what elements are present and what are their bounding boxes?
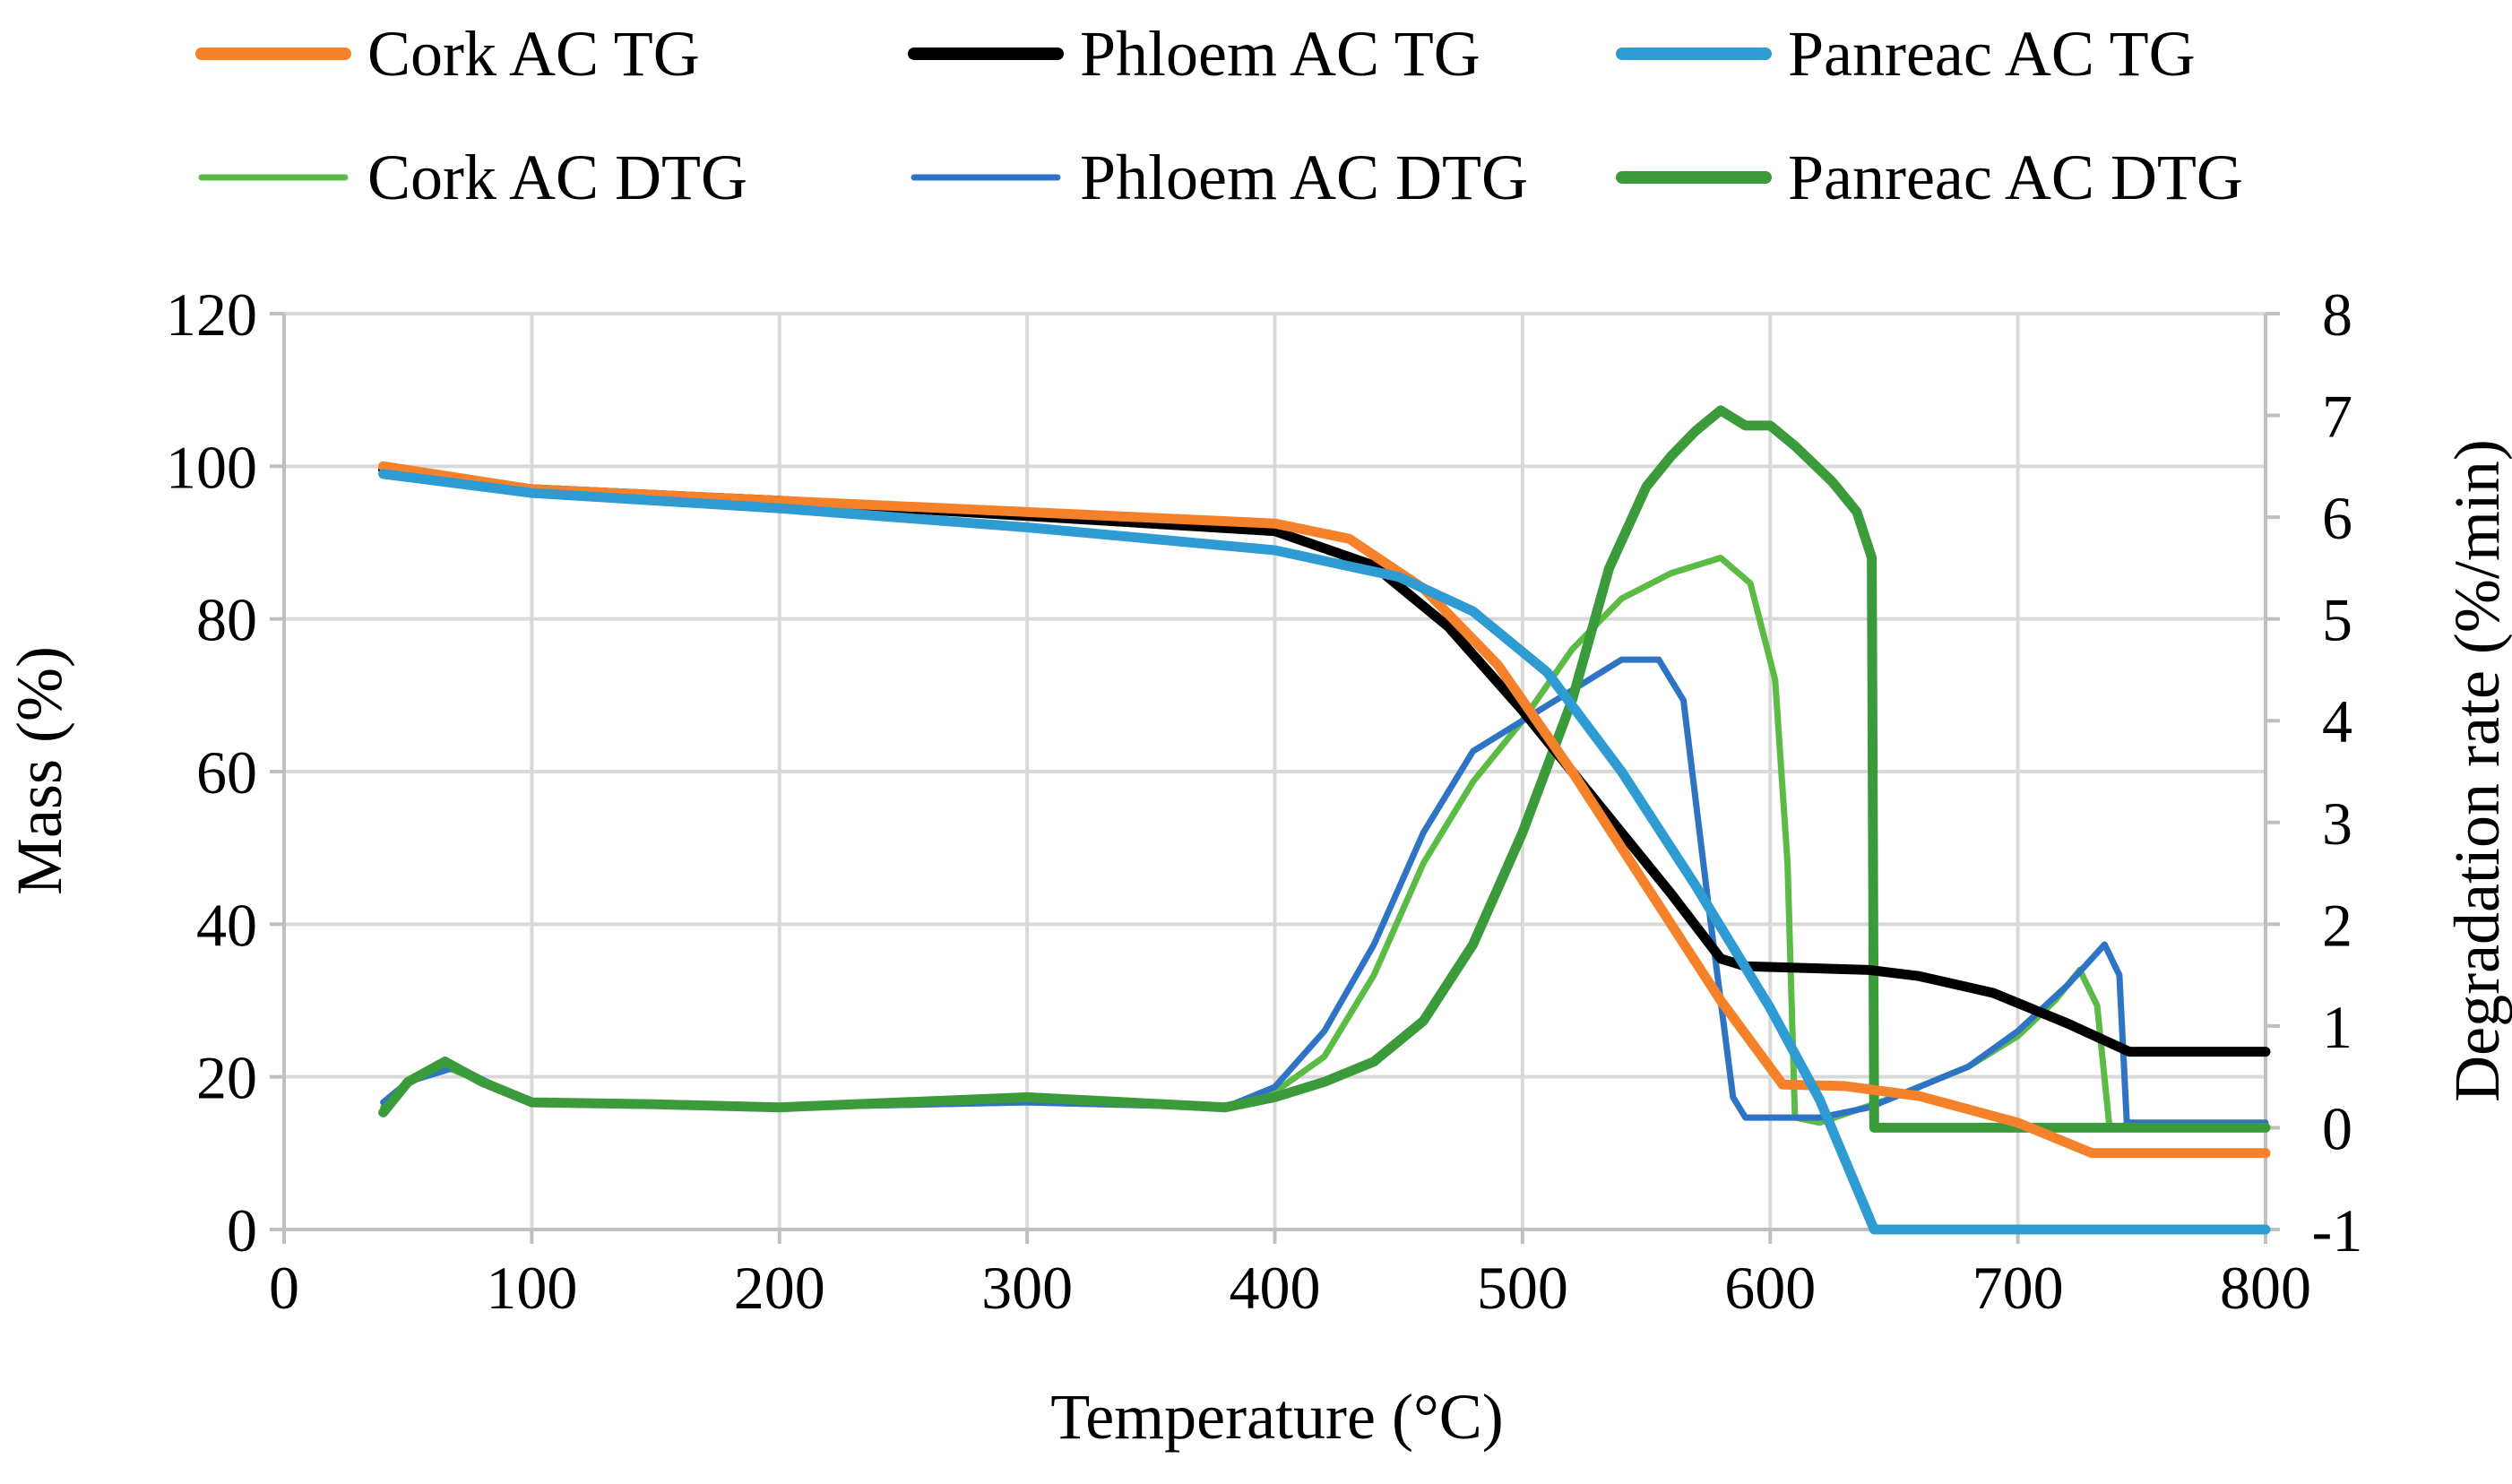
y-tick-label: 0 (227, 1196, 257, 1264)
x-tick-label: 0 (269, 1254, 299, 1322)
plot-area (378, 405, 2271, 1235)
axes: 0 100 200 300 400 500 600 700 800020406080100120… (166, 280, 2362, 1322)
y2-tick-label: 3 (2322, 789, 2352, 858)
grid (284, 312, 2267, 1229)
y-tick-label: 120 (166, 280, 257, 349)
x-tick-label: 800 (2220, 1254, 2311, 1322)
y-tick-label: 80 (196, 586, 257, 654)
y2-tick-label: 5 (2322, 586, 2352, 654)
y2-tick-label: 8 (2322, 280, 2352, 349)
y2-tick-label: 2 (2322, 891, 2352, 959)
y2-tick-label: 7 (2322, 383, 2352, 451)
x-axis-title: Temperature (°C) (1050, 1381, 1504, 1453)
legend-label: Cork AC TG (367, 18, 700, 90)
legend-label: Phloem AC DTG (1080, 142, 1528, 213)
x-tick-label: 400 (1230, 1254, 1321, 1322)
series-line-panreac-ac-tg (378, 469, 2271, 1235)
y-tick-label: 40 (196, 891, 257, 959)
series-line-panreac-ac-dtg (378, 405, 2271, 1133)
y2-tick-label: 6 (2322, 484, 2352, 552)
y-tick-label: 60 (196, 738, 257, 807)
y-tick-label: 20 (196, 1044, 257, 1112)
legend-label: Panreac AC DTG (1788, 142, 2243, 213)
legend-label: Panreac AC TG (1788, 18, 2196, 90)
series-line-cork-ac-tg (378, 461, 2271, 1159)
x-tick-label: 200 (734, 1254, 825, 1322)
y-axis-title: Mass (%) (4, 646, 75, 895)
x-tick-label: 300 (981, 1254, 1073, 1322)
x-tick-label: 100 (486, 1254, 577, 1322)
legend-label: Phloem AC TG (1080, 18, 1480, 90)
y-tick-label: 100 (166, 433, 257, 501)
x-tick-label: 600 (1724, 1254, 1816, 1322)
y2-tick-label: 1 (2322, 993, 2352, 1061)
legend: Cork AC TG Phloem AC TG Panreac AC TG Cork … (195, 18, 2243, 213)
legend-label: Cork AC DTG (367, 142, 747, 213)
y2-axis-title: Degradation rate (%/min) (2441, 439, 2512, 1102)
y2-tick-label: 0 (2322, 1094, 2352, 1162)
series-line-cork-ac-dtg (380, 555, 2269, 1131)
x-tick-label: 500 (1477, 1254, 1568, 1322)
y2-tick-label: -1 (2312, 1196, 2363, 1264)
x-tick-label: 700 (1972, 1254, 2064, 1322)
y2-tick-label: 4 (2322, 687, 2352, 755)
